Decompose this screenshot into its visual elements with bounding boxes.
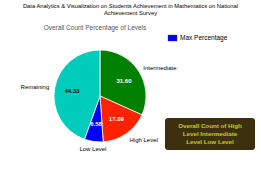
category-label: Remaining xyxy=(21,84,50,90)
annotation-box xyxy=(165,118,255,150)
title: Data Analytics & Visualization on Studen… xyxy=(23,3,238,16)
legend-label: Max Percentage xyxy=(180,34,228,42)
chart: Data Analytics & Visualization on Studen… xyxy=(0,0,261,193)
category-label: Intermediate xyxy=(143,65,177,71)
value-label: 31.60 xyxy=(116,78,132,84)
category-label: Low Level xyxy=(79,146,106,152)
pie-slice xyxy=(100,96,142,142)
legend-item: Max Percentage xyxy=(168,34,228,42)
annotation-line: Overall Count of High xyxy=(178,122,242,129)
legend: Max Percentage xyxy=(168,34,228,42)
value-label: 44.33 xyxy=(64,88,80,94)
title-line: Achievement Survey xyxy=(104,10,157,16)
title-line: Data Analytics & Visualization on Studen… xyxy=(23,3,238,9)
value-label: 6.58 xyxy=(90,121,102,127)
annotation: Overall Count of HighLevel IntermediateL… xyxy=(165,118,255,150)
value-label: 17.09 xyxy=(109,116,125,122)
subtitle: Overall Count Percentage of Levels xyxy=(44,24,147,32)
annotation-line: Level Low Level xyxy=(186,138,234,145)
labels: 31.60 17.09 6.58 44.33 Intermediate High Leve… xyxy=(21,65,178,152)
pie xyxy=(54,50,146,142)
category-label: High Level xyxy=(129,137,157,143)
legend-swatch xyxy=(168,35,177,41)
annotation-text: Overall Count of HighLevel IntermediateL… xyxy=(178,122,242,145)
annotation-line: Level Intermediate xyxy=(183,130,238,137)
